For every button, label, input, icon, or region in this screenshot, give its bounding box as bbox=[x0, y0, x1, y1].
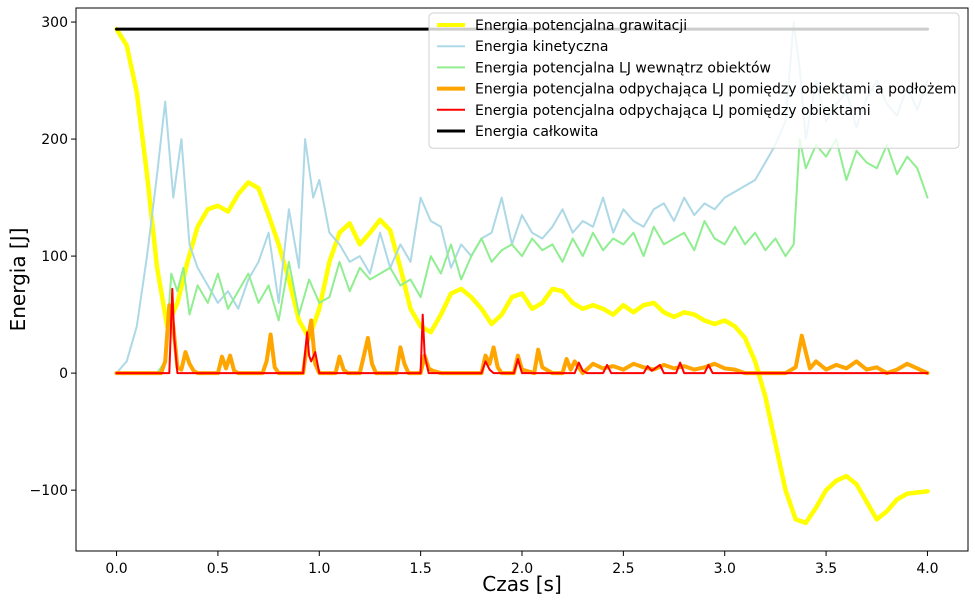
x-tick-label: 4.0 bbox=[916, 561, 938, 577]
axes: 0.0 0.5 1.0 1.5 2.0 2.5 3.0 3.5 4.0 −100 0 100 200 30… bbox=[30, 7, 969, 577]
x-tick-label: 1.5 bbox=[410, 561, 432, 577]
y-tick-label: −100 bbox=[30, 483, 68, 499]
legend-label: Energia potencjalna odpychająca LJ pomię… bbox=[475, 82, 957, 98]
x-tick-label: 2.0 bbox=[511, 561, 533, 577]
series-line-1 bbox=[114, 26, 930, 526]
series-line-5 bbox=[115, 287, 929, 375]
y-tick-label: 0 bbox=[59, 366, 68, 382]
legend-label: Energia kinetyczna bbox=[475, 39, 608, 55]
x-tick-label: 3.0 bbox=[714, 561, 736, 577]
series-line-4 bbox=[114, 303, 930, 376]
y-tick-label: 300 bbox=[41, 15, 68, 31]
y-tick-label: 100 bbox=[41, 249, 68, 265]
y-tick-label: 200 bbox=[41, 132, 68, 148]
x-tick-label: 0.5 bbox=[207, 561, 229, 577]
legend-label: Energia całkowita bbox=[475, 124, 598, 140]
series-line-3 bbox=[115, 138, 929, 375]
legend-box bbox=[428, 12, 960, 149]
legend-label: Energia potencjalna odpychająca LJ pomię… bbox=[475, 103, 871, 119]
x-tick-label: 1.0 bbox=[308, 561, 330, 577]
legend: Energia potencjalna grawitacji Energia ki… bbox=[428, 12, 960, 149]
x-tick-label: 3.5 bbox=[815, 561, 837, 577]
legend-label: Energia potencjalna grawitacji bbox=[475, 18, 687, 34]
x-tick-label: 2.5 bbox=[612, 561, 634, 577]
y-axis-title: Energia [J] bbox=[6, 228, 30, 332]
legend-label: Energia potencjalna LJ wewnątrz obiektów bbox=[475, 60, 771, 76]
x-tick-label: 0.0 bbox=[105, 561, 127, 577]
x-axis-title: Czas [s] bbox=[482, 572, 562, 596]
